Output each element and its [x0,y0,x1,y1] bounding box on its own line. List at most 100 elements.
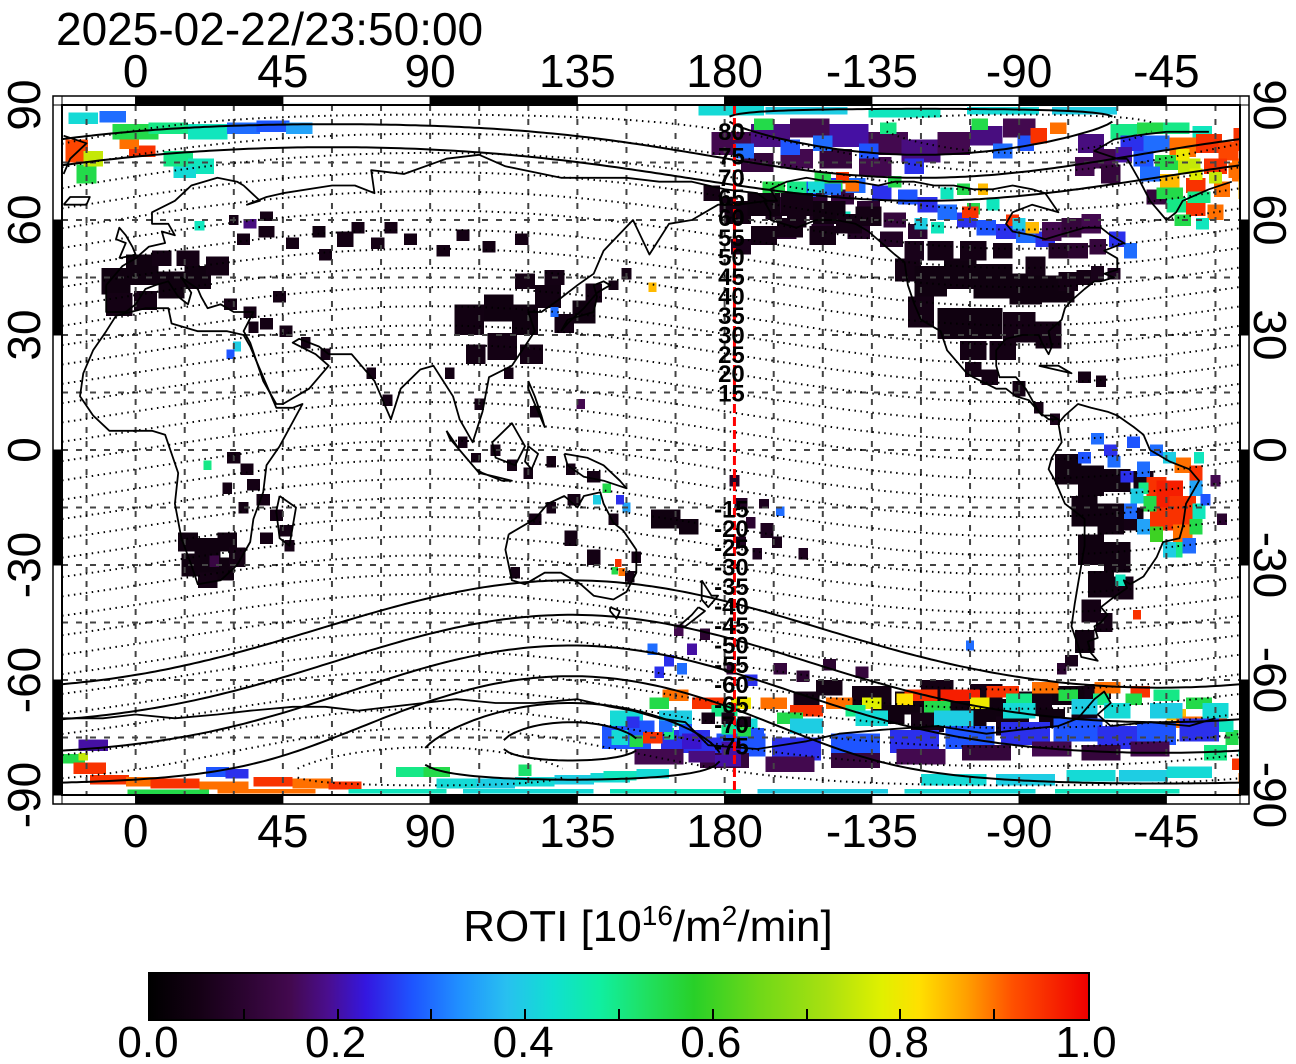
axis-bottom-tick-label: 180 [686,805,763,857]
axis-top-tick-label: 90 [404,45,456,97]
frame-stripe [1239,334,1250,451]
frame-stripe [61,794,137,805]
svg-text:-65: -65 [714,692,749,719]
axis-top-tick-label: -135 [825,45,918,97]
svg-text:-50: -50 [714,632,749,659]
svg-text:40: 40 [718,284,745,311]
frame-stripe [429,95,578,106]
frame-stripe [1165,95,1241,106]
solid-polar-contours [62,107,1240,785]
colorbar-tick-label: 0.4 [492,1018,554,1064]
axis-top-tick-label: 0 [122,45,149,97]
svg-text:-30: -30 [714,555,749,582]
frame-stripe [52,104,63,221]
svg-text:75: 75 [718,144,745,171]
frame-stripe [282,95,431,106]
colorbar-minor-tick [336,1009,339,1019]
colorbar-minor-tick [899,1009,902,1019]
svg-text:-45: -45 [714,613,749,640]
svg-text:15: 15 [718,381,745,408]
frame-stripe [1239,564,1250,681]
svg-text:-55: -55 [714,652,749,679]
frame-stripe [724,95,873,106]
frame-stripe [871,794,1020,805]
roti-data-cells [62,106,1240,795]
svg-text:-15: -15 [714,497,749,524]
axis-top-tick-label: 180 [686,45,763,97]
axis-bottom-tick-label: -90 [985,805,1053,857]
colorbar-title-exponent: 16 [641,900,673,931]
svg-text:70: 70 [718,165,745,192]
frame-stripe [576,794,726,805]
colorbar-minor-tick [993,1009,996,1019]
colorbar-tick-label: 1.0 [1055,1018,1117,1064]
svg-text:35: 35 [718,303,745,330]
roti-colorbar [148,972,1090,1021]
frame-stripe [282,794,431,805]
frame-stripe [1018,95,1167,106]
frame-stripe [724,794,873,805]
frame-stripe [52,449,63,566]
frame-stripe [52,564,63,681]
colorbar-minor-tick [524,1009,527,1019]
svg-text:-60: -60 [714,672,749,699]
colorbar-tick-label: 0.6 [680,1018,742,1064]
colorbar-tick-label: 0.2 [305,1018,367,1064]
colorbar-minor-tick [618,1009,620,1019]
svg-text:60: 60 [718,205,745,232]
colorbar-tick-label: 0.8 [867,1018,929,1064]
axis-bottom-tick-label: 45 [257,805,309,857]
colorbar-minor-tick [242,1009,245,1019]
axis-bottom-tick-label: 135 [539,805,616,857]
frame-stripe [52,219,63,336]
timestamp-title: 2025-02-22/23:50:00 [56,3,484,55]
frame-stripe [135,95,284,106]
frame-stripe [1239,219,1250,336]
colorbar-title-exponent2: 2 [721,900,738,931]
svg-text:-70: -70 [714,712,749,739]
frame-stripe [61,95,137,106]
axis-top-tick-label: 135 [539,45,616,97]
colorbar-minor-tick [711,1009,714,1019]
frame-stripe [1239,679,1250,796]
svg-text:30: 30 [718,322,745,349]
frame-stripe [1239,449,1250,566]
frame-stripe [429,794,578,805]
axis-bottom-tick-label: 0 [122,805,149,857]
svg-text:-25: -25 [714,535,749,562]
map-border [61,104,1241,796]
axis-top-tick-label: -90 [985,45,1053,97]
svg-text:-20: -20 [714,516,749,543]
axis-bottom-tick-label: -135 [825,805,918,857]
svg-text:45: 45 [718,264,745,291]
frame-stripe [1239,104,1250,221]
svg-text:65: 65 [718,185,745,212]
svg-text:-75: -75 [714,734,749,761]
colorbar-tick-label: 0.0 [117,1018,179,1064]
frame-stripe [52,334,63,451]
svg-text:50: 50 [718,245,745,272]
frame-stripe [135,794,284,805]
axis-bottom-tick-label: 90 [404,805,456,857]
frame-stripe [871,95,1020,106]
svg-text:-40: -40 [714,593,749,620]
axis-top-tick-label: 45 [257,45,309,97]
svg-text:20: 20 [718,361,745,388]
coastlines [62,130,1233,750]
frame-outer-border [52,95,1250,805]
colorbar-minor-tick [805,1009,808,1019]
colorbar-minor-tick [430,1009,433,1019]
frame-stripe [52,679,63,796]
svg-text:-35: -35 [714,574,749,601]
svg-text:55: 55 [718,225,745,252]
svg-text:25: 25 [718,342,745,369]
svg-text:80: 80 [718,119,745,146]
axis-top-tick-label: -45 [1133,45,1200,97]
axis-bottom-tick-label: -45 [1133,805,1200,857]
frame-stripe [1165,794,1241,805]
frame-stripe [576,95,726,106]
